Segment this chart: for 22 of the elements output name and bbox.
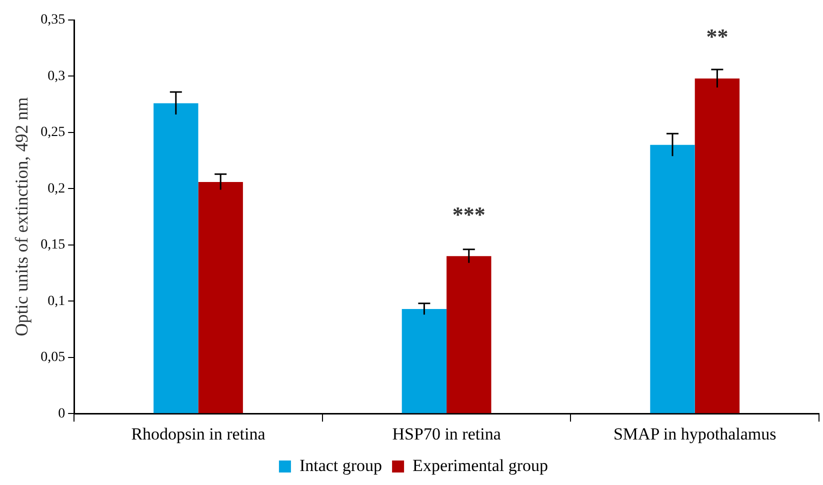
y-tick-label: 0,25: [40, 125, 66, 140]
y-tick-label: 0,05: [40, 350, 66, 366]
x-tick-label: Rhodopsin in retina: [131, 424, 266, 444]
bar: [198, 182, 243, 414]
annotation: ***: [452, 202, 486, 227]
y-tick-label: 0,2: [48, 181, 66, 196]
x-tick-label: SMAP in hypothalamus: [613, 424, 776, 444]
annotation: **: [706, 24, 728, 50]
y-tick-label: 0,1: [48, 294, 66, 309]
y-tick-label: 0,35: [40, 12, 66, 28]
bar: [446, 256, 492, 414]
y-tick-label: 0,15: [40, 238, 66, 253]
y-tick-label: 0: [58, 406, 66, 422]
bar: [650, 144, 695, 414]
x-tick-label: HSP70 in retina: [392, 424, 502, 444]
legend-label: Intact group: [299, 456, 382, 475]
legend-label: Experimental group: [412, 456, 548, 475]
bar: [402, 309, 447, 414]
bar: [154, 103, 198, 414]
y-axis-title: Optic units of extinction, 492 nm: [12, 97, 32, 336]
bar: [694, 78, 740, 414]
y-tick-label: 0,3: [48, 68, 66, 84]
